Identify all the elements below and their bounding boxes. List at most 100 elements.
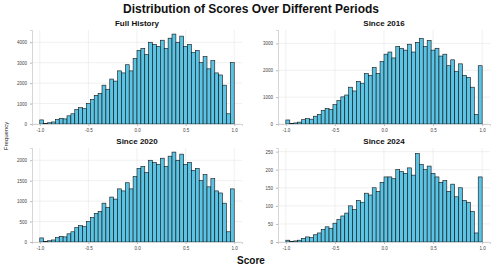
histogram-bar: [121, 191, 125, 242]
histogram-bar: [129, 71, 133, 124]
histogram-bar: [290, 241, 294, 242]
histogram-bar: [286, 120, 290, 124]
histogram-bar: [325, 108, 329, 124]
grid-line: [285, 30, 286, 124]
histogram-bar: [459, 64, 463, 124]
histogram-bar: [478, 177, 482, 242]
histogram-bar: [423, 170, 427, 242]
histogram-bar: [188, 162, 192, 242]
grid-line: [278, 43, 490, 44]
x-tick-label: 1.0: [480, 128, 487, 133]
histogram-bar: [195, 50, 199, 124]
panel-title: Since 2016: [363, 19, 405, 28]
y-axis: 050100150200250: [265, 149, 278, 245]
histogram-bar: [302, 238, 306, 242]
histogram-bar: [302, 120, 306, 124]
y-tick-mark: [30, 181, 32, 182]
histogram-bar: [195, 168, 199, 242]
histogram-bar: [230, 189, 234, 242]
x-tick: -1.0: [36, 242, 44, 251]
y-axis-title: Frequency: [3, 122, 9, 150]
histogram-bar: [470, 211, 474, 242]
histogram-bar: [294, 123, 298, 124]
histogram-bar: [317, 114, 321, 124]
panel: -1.0-0.50.00.51.00100020003000Since 2016: [263, 19, 491, 133]
histogram-bar: [364, 193, 368, 242]
histogram-bar: [149, 42, 153, 124]
y-axis: 0100020003000: [263, 31, 279, 127]
y-tick-mark: [30, 222, 32, 223]
histogram-bar: [199, 63, 203, 124]
x-tick-mark: [40, 242, 41, 244]
histogram-bar: [164, 48, 168, 124]
histogram-bar: [199, 181, 203, 242]
histogram-bar: [474, 114, 478, 124]
x-tick-mark: [482, 242, 483, 244]
histogram-bar: [470, 87, 474, 124]
grid-line: [278, 151, 490, 152]
x-tick-label: 0.5: [183, 246, 190, 251]
histogram-bar: [59, 118, 63, 124]
histogram-bar: [191, 170, 195, 242]
y-tick-label: 2000: [17, 81, 28, 86]
histogram-bar: [133, 59, 137, 124]
x-tick: -0.5: [332, 242, 340, 251]
y-tick: 1500: [17, 179, 32, 184]
x-tick-label: -1.0: [36, 246, 44, 251]
histogram-bar: [230, 63, 234, 124]
histogram-bar: [349, 87, 353, 124]
y-tick-mark: [276, 43, 278, 44]
histogram-bar: [466, 77, 470, 124]
histogram-bar: [290, 123, 294, 124]
y-tick-label: 1000: [263, 95, 274, 100]
y-tick: 100: [265, 204, 278, 209]
histogram-bar: [160, 40, 164, 124]
histogram-bar: [125, 183, 129, 242]
x-axis-line: [279, 243, 491, 245]
y-tick-label: 4000: [17, 40, 28, 45]
histogram-bar: [451, 184, 455, 242]
histogram-bar: [431, 50, 435, 124]
x-tick: 0.5: [430, 124, 437, 133]
x-tick-mark: [234, 124, 235, 126]
y-tick-label: 3000: [17, 61, 28, 66]
y-tick: 2000: [263, 68, 278, 73]
histogram-bar: [215, 73, 219, 124]
histogram-bar: [396, 170, 400, 242]
y-tick-mark: [276, 124, 278, 125]
x-tick-mark: [88, 124, 89, 126]
histogram-bar: [313, 116, 317, 124]
histogram-bar: [447, 191, 451, 242]
y-tick-label: 1000: [17, 199, 28, 204]
histogram-bar: [415, 42, 419, 124]
y-tick: 2000: [17, 158, 32, 163]
histogram-bar: [321, 111, 325, 124]
histogram-bar: [207, 69, 211, 124]
histogram-bar: [439, 56, 443, 124]
histogram-bar: [223, 85, 227, 124]
y-tick-mark: [30, 42, 32, 43]
panel: -1.0-0.50.00.51.00500100015002000Since 2…: [17, 137, 243, 251]
x-axis: -1.0-0.50.00.51.0: [33, 124, 243, 133]
x-tick: -0.5: [332, 124, 340, 133]
histogram-bar: [419, 164, 423, 242]
histogram-bar: [376, 191, 380, 242]
x-tick-mark: [137, 242, 138, 244]
y-tick-mark: [276, 188, 278, 189]
y-tick: 1000: [17, 199, 32, 204]
histogram-bar: [357, 81, 361, 124]
x-tick-mark: [286, 242, 287, 244]
histogram-bar: [451, 60, 455, 124]
y-tick: 200: [265, 168, 278, 173]
x-tick: 0.0: [134, 242, 141, 251]
histogram-bar: [59, 236, 63, 242]
histogram-bar: [133, 177, 137, 242]
histogram-bar: [141, 166, 145, 242]
y-tick: 0: [24, 122, 32, 127]
x-tick: 0.0: [381, 124, 388, 133]
x-tick-label: 0.5: [183, 128, 190, 133]
histogram-bar: [337, 220, 341, 242]
y-tick: 500: [19, 220, 32, 225]
grid-line: [285, 148, 286, 242]
histogram-bar: [384, 177, 388, 242]
